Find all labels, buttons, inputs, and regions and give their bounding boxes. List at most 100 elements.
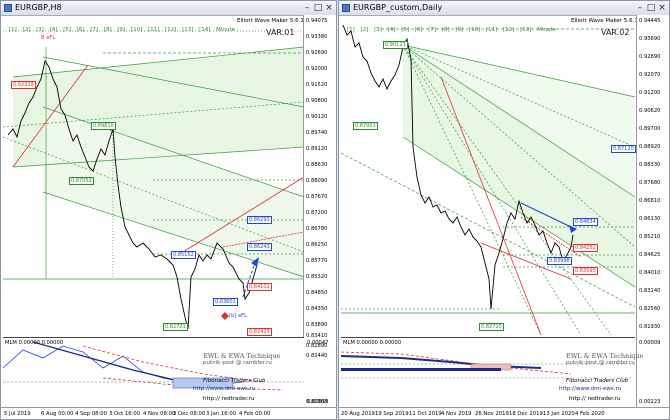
- price-axis[interactable]: 0.94445 0.93690 0.92890 0.92070 0.91200 …: [636, 15, 669, 409]
- price-tick: 0.87680: [639, 180, 661, 186]
- chart-window-icon: [342, 4, 350, 12]
- price-tick: 0.94445: [639, 18, 661, 24]
- price-tick: 0.85770: [306, 258, 328, 264]
- credit-site[interactable]: http:// redtrader.ru: [569, 396, 621, 402]
- timeframe-8[interactable]: [8]: [103, 27, 112, 33]
- date-tick: 18 Dec 2019: [509, 411, 543, 417]
- sub-price-tick: 0.00047: [307, 340, 329, 346]
- timeframe-9[interactable]: [9]: [455, 27, 464, 33]
- price-tick: 0.94075: [306, 18, 328, 24]
- timeframe-11[interactable]: [11]: [147, 27, 160, 33]
- timeframe-12[interactable]: [12]: [503, 27, 515, 33]
- window-title: EURGBP_custom,Daily: [353, 3, 443, 12]
- price-tick: 0.87200: [306, 210, 328, 216]
- timeframe-14[interactable]: [14]: [199, 27, 211, 33]
- price-box: 0.86243: [247, 243, 272, 251]
- sub-price-tick: 0.00019: [307, 399, 329, 405]
- price-tick: 0.83410: [306, 333, 328, 339]
- timeframe-12[interactable]: [12]: [165, 27, 177, 33]
- price-box: 0.84102: [247, 283, 272, 291]
- timeframe-6[interactable]: [6]: [76, 27, 85, 33]
- credit-site[interactable]: http:// redtrader.ru: [203, 396, 255, 402]
- timeframe-13[interactable]: [13]: [520, 27, 532, 33]
- timeframe-bar[interactable]: [1] [2] [3] [4] [5] [6] [7] [8] [9] [10]…: [347, 27, 560, 33]
- timeframe-1[interactable]: [1]: [347, 27, 355, 33]
- close-icon[interactable]: ×: [325, 3, 333, 13]
- price-axis[interactable]: 0.94075 0.93380 0.92690 0.92000 0.91520 …: [303, 15, 336, 409]
- mlm-indicator-panel[interactable]: MLM 0.00000 0.00000 EWL & EWA Technique …: [3, 337, 304, 408]
- credit-club: Fibonacci Traders Club: [566, 378, 629, 384]
- date-tick: 3 Dec 08:00: [173, 411, 206, 417]
- window-title: EURGBP,H8: [15, 3, 62, 12]
- window-titlebar[interactable]: EURGBP,H8 – □ ×: [1, 1, 336, 16]
- minimize-icon[interactable]: –: [304, 3, 310, 13]
- date-tick: 19 Sep 2019: [375, 411, 409, 417]
- timeframe-4[interactable]: [4]: [387, 27, 396, 33]
- price-box: 0.87053: [69, 177, 94, 185]
- price-tick: 0.88090: [306, 178, 328, 184]
- timeframe-9[interactable]: [9]: [117, 27, 126, 33]
- timeframe-6[interactable]: [6]: [414, 27, 423, 33]
- credit-link[interactable]: http://www.dmi-ews.ru: [193, 386, 256, 392]
- timeframe-minute[interactable]: Minute: [216, 27, 235, 33]
- credit-link[interactable]: http://www.dmi-ews.ru: [559, 386, 622, 392]
- price-tick: 0.88330: [639, 162, 661, 168]
- timeframe-5[interactable]: [5]: [63, 27, 71, 33]
- timeframe-minute[interactable]: Minute: [537, 27, 556, 33]
- timeframe-bar[interactable]: [1] [2] [3] [4] [5] [6] [7] [8] [9] [10]…: [9, 27, 239, 33]
- price-line: [7, 59, 258, 330]
- indicator-name: Elliott Wave Maker 5.6.1.5: [571, 18, 644, 24]
- price-tick: 0.93380: [306, 34, 328, 40]
- timeframe-13[interactable]: [13]: [182, 27, 194, 33]
- date-axis[interactable]: 5 Jul 2019 6 Aug 00:00 4 Sep 08:00 3 Oct…: [1, 407, 336, 419]
- mlm-indicator-panel[interactable]: MLM 0.00000 0.00000 EWL & EWA Technique …: [341, 337, 644, 408]
- timeframe-3[interactable]: [3]: [374, 27, 382, 33]
- mlm-label: MLM 0.00000 0.00000: [343, 340, 402, 346]
- maximize-icon[interactable]: □: [313, 3, 323, 13]
- timeframe-8[interactable]: [8]: [441, 27, 450, 33]
- price-tick: 0.84350: [306, 306, 328, 312]
- date-axis[interactable]: 20 Aug 2019 19 Sep 2019 11 Oct 2019 4 No…: [339, 407, 669, 419]
- price-tick: 0.83890: [306, 322, 328, 328]
- price-box: 0.87120: [611, 145, 636, 153]
- window-titlebar[interactable]: EURGBP_custom,Daily – □ ×: [339, 1, 669, 16]
- price-box: 0.84252: [573, 244, 598, 252]
- timeframe-1[interactable]: [1]: [9, 27, 17, 33]
- wave-label-b: B eFL: [41, 35, 55, 41]
- price-chart-area[interactable]: B eFL [b] eFL: [3, 17, 304, 335]
- timeframe-5[interactable]: [5]: [401, 27, 409, 33]
- price-tick: 0.82440: [306, 353, 328, 359]
- price-tick: 0.88630: [306, 162, 328, 168]
- price-tick: 0.84010: [639, 270, 661, 276]
- chart-window-eurgbp-h8[interactable]: EURGBP,H8 – □ ×: [0, 0, 337, 420]
- chart-window-icon: [4, 4, 12, 12]
- price-tick: 0.81968: [306, 399, 328, 405]
- price-tick: 0.89700: [639, 126, 661, 132]
- minimize-icon[interactable]: –: [637, 3, 643, 13]
- timeframe-7[interactable]: [7]: [428, 27, 437, 33]
- timeframe-11[interactable]: [11]: [485, 27, 498, 33]
- price-box: 0.82720: [479, 323, 504, 331]
- price-tick: 0.90120: [306, 114, 328, 120]
- timeframe-2[interactable]: [2]: [22, 27, 31, 33]
- chart-window-eurgbp-daily[interactable]: EURGBP_custom,Daily – □ ×: [338, 0, 670, 420]
- price-box: 0.84834: [573, 218, 598, 226]
- variant-label: VAR.01: [266, 28, 295, 37]
- maximize-icon[interactable]: □: [646, 3, 656, 13]
- date-tick: 6 Aug 00:00: [41, 411, 74, 417]
- price-tick: 0.92070: [639, 72, 661, 78]
- timeframe-10[interactable]: [10]: [130, 27, 143, 33]
- timeframe-10[interactable]: [10]: [468, 27, 481, 33]
- close-icon[interactable]: ×: [658, 3, 666, 13]
- price-tick: 0.82560: [639, 306, 661, 312]
- price-chart-area[interactable]: [341, 17, 635, 335]
- price-box: 0.83998: [547, 257, 572, 265]
- timeframe-3[interactable]: [3]: [36, 27, 44, 33]
- timeframe-4[interactable]: [4]: [49, 27, 58, 33]
- price-tick: 0.92690: [306, 50, 328, 56]
- price-box: 0.89810: [91, 122, 116, 130]
- price-tick: 0.86810: [639, 198, 661, 204]
- timeframe-7[interactable]: [7]: [90, 27, 99, 33]
- timeframe-2[interactable]: [2]: [360, 27, 369, 33]
- price-tick: 0.92890: [639, 54, 661, 60]
